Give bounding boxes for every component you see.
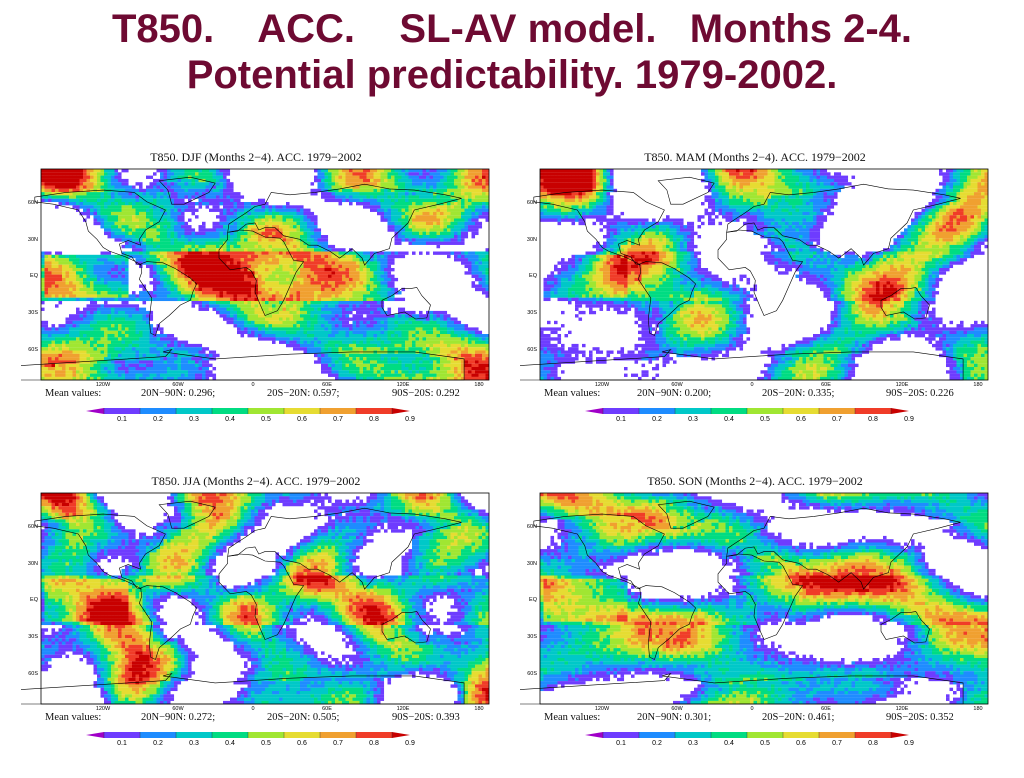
lat-labels: 60N 30N EQ 30S 60S [28,200,39,353]
colorbar-label: 0.3 [688,416,698,423]
acc-field [41,493,489,704]
colorbar-label: 0.2 [153,740,163,747]
mean-values-label: Mean values: [544,712,600,723]
colorbar-label: 0.6 [796,416,806,423]
colorbar-label: 0.7 [333,740,343,747]
colorbar-label: 0.5 [760,416,770,423]
colorbar-label: 0.8 [868,740,878,747]
lat-label-eq: EQ [529,597,538,603]
mean-tropics: 20S−20N: 0.597; [267,388,339,399]
colorbar-label: 0.1 [616,416,626,423]
colorbar-label: 0.6 [297,416,307,423]
colorbar-label: 0.1 [616,740,626,747]
mean-sh: 90S−20S: 0.352 [886,712,954,723]
lat-label-60n: 60N [527,200,537,206]
mean-values-label: Mean values: [45,712,101,723]
lat-label-30n: 30N [28,561,38,567]
mean-tropics: 20S−20N: 0.335; [762,388,834,399]
lat-label-60s: 60S [527,347,537,353]
colorbar: 0.1 0.2 0.3 0.4 0.5 0.6 0.7 0.8 0.9 [564,728,964,750]
lat-label-60s: 60S [28,671,38,677]
mean-nh: 20N−90N: 0.200; [637,388,711,399]
colorbar-label: 0.4 [225,740,235,747]
colorbar-label: 0.2 [652,416,662,423]
lat-label-eq: EQ [529,273,538,279]
colorbar-labels: 0.1 0.2 0.3 0.4 0.5 0.6 0.7 0.8 0.9 [616,416,914,423]
colorbar-label: 0.8 [868,416,878,423]
page-title: T850. ACC. SL-AV model. Months 2-4. Pote… [0,6,1024,98]
colorbar-label: 0.8 [369,740,379,747]
lat-label-30s: 30S [28,634,38,640]
colorbar-label: 0.1 [117,416,127,423]
colorbar-label: 0.5 [760,740,770,747]
colorbar-label: 0.3 [189,740,199,747]
map-panel-djf: T850. DJF (Months 2−4). ACC. 1979−2002 6… [21,152,491,442]
lat-label-60s: 60S [28,347,38,353]
colorbar-label: 0.2 [153,416,163,423]
colorbar-label: 0.7 [333,416,343,423]
lat-label-30s: 30S [527,310,537,316]
title-line-2: Potential predictability. 1979-2002. [0,52,1024,98]
colorbar: 0.1 0.2 0.3 0.4 0.5 0.6 0.7 0.8 0.9 [564,404,964,426]
colorbar-label: 0.9 [405,740,415,747]
mean-nh: 20N−90N: 0.301; [637,712,711,723]
mean-tropics: 20S−20N: 0.505; [267,712,339,723]
colorbar: 0.1 0.2 0.3 0.4 0.5 0.6 0.7 0.8 0.9 [65,728,465,750]
map-panel-son: T850. SON (Months 2−4). ACC. 1979−2002 6… [520,476,990,766]
lat-labels: 60N 30N EQ 30S 60S [527,200,538,353]
colorbar-label: 0.9 [904,416,914,423]
colorbar-label: 0.2 [652,740,662,747]
colorbar-labels: 0.1 0.2 0.3 0.4 0.5 0.6 0.7 0.8 0.9 [117,416,415,423]
lat-labels: 60N 30N EQ 30S 60S [28,524,39,677]
colorbar-label: 0.6 [796,740,806,747]
colorbar-label: 0.4 [724,740,734,747]
lat-label-eq: EQ [30,597,39,603]
colorbar-label: 0.1 [117,740,127,747]
colorbar-label: 0.4 [225,416,235,423]
colorbar: 0.1 0.2 0.3 0.4 0.5 0.6 0.7 0.8 0.9 [65,404,465,426]
map-panel-mam: T850. MAM (Months 2−4). ACC. 1979−2002 6… [520,152,990,442]
map-panel-jja: T850. JJA (Months 2−4). ACC. 1979−2002 6… [21,476,491,766]
lat-label-30n: 30N [28,237,38,243]
colorbar-label: 0.4 [724,416,734,423]
lat-label-60n: 60N [28,524,38,530]
colorbar-labels: 0.1 0.2 0.3 0.4 0.5 0.6 0.7 0.8 0.9 [117,740,415,747]
lat-label-30n: 30N [527,561,537,567]
acc-field [540,169,988,380]
colorbar-label: 0.6 [297,740,307,747]
colorbar-labels: 0.1 0.2 0.3 0.4 0.5 0.6 0.7 0.8 0.9 [616,740,914,747]
colorbar-label: 0.5 [261,740,271,747]
mean-sh: 90S−20S: 0.226 [886,388,954,399]
colorbar-label: 0.3 [688,740,698,747]
mean-nh: 20N−90N: 0.272; [141,712,215,723]
lat-label-30s: 30S [28,310,38,316]
colorbar-label: 0.8 [369,416,379,423]
colorbar-label: 0.9 [904,740,914,747]
colorbar-label: 0.3 [189,416,199,423]
lat-label-30s: 30S [527,634,537,640]
colorbar-label: 0.9 [405,416,415,423]
mean-tropics: 20S−20N: 0.461; [762,712,834,723]
colorbar-label: 0.5 [261,416,271,423]
lat-label-30n: 30N [527,237,537,243]
mean-values-label: Mean values: [45,388,101,399]
lat-labels: 60N 30N EQ 30S 60S [527,524,538,677]
mean-sh: 90S−20S: 0.393 [392,712,460,723]
mean-values-label: Mean values: [544,388,600,399]
colorbar-label: 0.7 [832,740,842,747]
colorbar-label: 0.7 [832,416,842,423]
acc-field [540,493,988,704]
lat-label-60n: 60N [28,200,38,206]
lat-label-60s: 60S [527,671,537,677]
title-line-1: T850. ACC. SL-AV model. Months 2-4. [0,6,1024,52]
lat-label-60n: 60N [527,524,537,530]
acc-field [41,169,489,380]
mean-nh: 20N−90N: 0.296; [141,388,215,399]
lat-label-eq: EQ [30,273,39,279]
mean-sh: 90S−20S: 0.292 [392,388,460,399]
